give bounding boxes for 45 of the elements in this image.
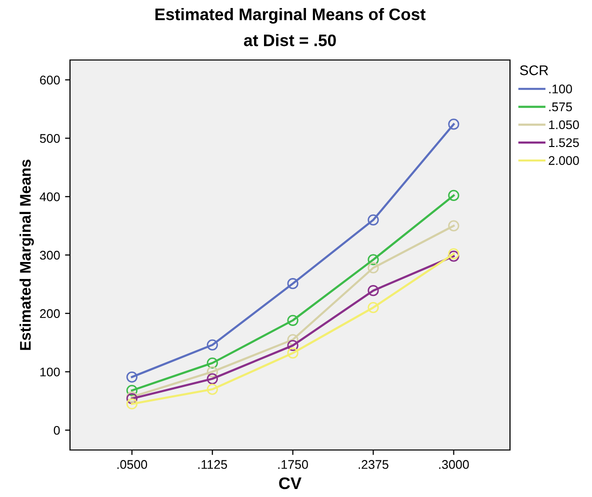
point bbox=[126, 371, 138, 383]
chart-subtitle: at Dist = .50 bbox=[244, 34, 336, 46]
chart-title: Estimated Marginal Means of Cost bbox=[155, 8, 426, 24]
legend-label: .575 bbox=[549, 102, 572, 112]
y-tick-label: 600 bbox=[40, 76, 60, 85]
point bbox=[448, 190, 460, 202]
point bbox=[287, 314, 298, 326]
point bbox=[126, 398, 138, 410]
legend-label: 1.050 bbox=[549, 120, 579, 130]
point bbox=[368, 262, 379, 274]
point bbox=[287, 334, 298, 346]
y-tick-label: 400 bbox=[40, 192, 60, 202]
point bbox=[448, 118, 460, 130]
y-tick-label: 0 bbox=[54, 426, 60, 435]
x-tick-label: .0500 bbox=[117, 460, 148, 469]
point bbox=[206, 384, 218, 395]
legend-title: SCR bbox=[520, 65, 548, 76]
point bbox=[126, 384, 138, 396]
legend-label: 1.525 bbox=[549, 138, 579, 148]
point bbox=[448, 248, 460, 260]
y-tick-label: 100 bbox=[40, 368, 60, 376]
point bbox=[368, 302, 379, 314]
point bbox=[368, 285, 379, 296]
x-tick-label: .1125 bbox=[198, 460, 228, 469]
legend-label: .100 bbox=[549, 84, 572, 94]
x-tick-label: .3000 bbox=[439, 460, 469, 469]
y-tick-label: 300 bbox=[40, 250, 60, 260]
point bbox=[448, 220, 460, 232]
y-tick-label: 200 bbox=[40, 309, 60, 318]
legend-label: 2.000 bbox=[548, 156, 579, 165]
point bbox=[448, 250, 460, 262]
point bbox=[368, 214, 379, 226]
point bbox=[287, 340, 298, 352]
x-axis-title: CV bbox=[279, 477, 302, 490]
y-axis-title: Estimated Marginal Means bbox=[20, 160, 34, 350]
point bbox=[287, 278, 298, 290]
point bbox=[368, 254, 379, 266]
point bbox=[206, 357, 218, 369]
x-tick-label: .2375 bbox=[358, 460, 388, 469]
x-tick-label: .1750 bbox=[278, 460, 308, 469]
point bbox=[287, 348, 298, 359]
point bbox=[206, 366, 218, 378]
point bbox=[206, 373, 218, 384]
y-tick-label: 500 bbox=[40, 134, 60, 143]
point bbox=[206, 339, 218, 350]
